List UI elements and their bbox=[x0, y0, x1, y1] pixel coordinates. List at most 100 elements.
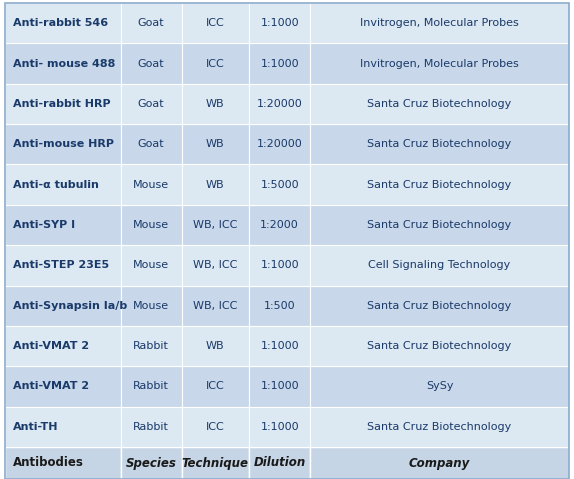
Bar bbox=[181, 245, 249, 285]
Text: Anti-TH: Anti-TH bbox=[13, 422, 59, 432]
Bar bbox=[5, 326, 121, 366]
Bar bbox=[310, 164, 569, 205]
Bar bbox=[5, 84, 121, 124]
Text: ICC: ICC bbox=[206, 381, 225, 391]
Text: Anti-SYP I: Anti-SYP I bbox=[13, 220, 75, 230]
Text: Anti-STEP 23E5: Anti-STEP 23E5 bbox=[13, 261, 109, 270]
Text: ICC: ICC bbox=[206, 18, 225, 28]
Text: 1:1000: 1:1000 bbox=[261, 341, 299, 351]
Text: 1:1000: 1:1000 bbox=[261, 261, 299, 270]
Text: Santa Cruz Biotechnology: Santa Cruz Biotechnology bbox=[367, 180, 511, 190]
Bar bbox=[121, 164, 181, 205]
Bar bbox=[310, 245, 569, 285]
Bar bbox=[121, 447, 181, 479]
Text: WB: WB bbox=[206, 180, 224, 190]
Text: 1:20000: 1:20000 bbox=[257, 139, 302, 149]
Bar bbox=[121, 366, 181, 407]
Bar bbox=[249, 285, 310, 326]
Bar bbox=[181, 84, 249, 124]
Bar bbox=[181, 124, 249, 164]
Text: Invitrogen, Molecular Probes: Invitrogen, Molecular Probes bbox=[360, 58, 519, 68]
Bar bbox=[310, 285, 569, 326]
Bar bbox=[249, 84, 310, 124]
Text: Anti-mouse HRP: Anti-mouse HRP bbox=[13, 139, 114, 149]
Bar bbox=[121, 124, 181, 164]
Text: Species: Species bbox=[126, 456, 177, 469]
Text: ICC: ICC bbox=[206, 422, 225, 432]
Text: 1:500: 1:500 bbox=[264, 301, 296, 311]
Text: Anti- mouse 488: Anti- mouse 488 bbox=[13, 58, 115, 68]
Bar bbox=[249, 124, 310, 164]
Bar bbox=[5, 366, 121, 407]
Text: Anti-Synapsin Ia/b: Anti-Synapsin Ia/b bbox=[13, 301, 127, 311]
Bar bbox=[249, 205, 310, 245]
Bar bbox=[181, 3, 249, 44]
Bar bbox=[121, 3, 181, 44]
Text: Dilution: Dilution bbox=[254, 456, 306, 469]
Text: Santa Cruz Biotechnology: Santa Cruz Biotechnology bbox=[367, 139, 511, 149]
Bar bbox=[5, 285, 121, 326]
Bar bbox=[121, 205, 181, 245]
Bar bbox=[310, 84, 569, 124]
Text: Anti-VMAT 2: Anti-VMAT 2 bbox=[13, 381, 89, 391]
Bar bbox=[249, 164, 310, 205]
Text: Mouse: Mouse bbox=[133, 180, 169, 190]
Text: Goat: Goat bbox=[138, 58, 164, 68]
Bar bbox=[249, 44, 310, 84]
Text: 1:5000: 1:5000 bbox=[261, 180, 299, 190]
Text: 1:2000: 1:2000 bbox=[260, 220, 299, 230]
Text: Invitrogen, Molecular Probes: Invitrogen, Molecular Probes bbox=[360, 18, 519, 28]
Text: WB, ICC: WB, ICC bbox=[193, 220, 238, 230]
Text: 1:1000: 1:1000 bbox=[261, 18, 299, 28]
Text: 1:1000: 1:1000 bbox=[261, 58, 299, 68]
Text: WB: WB bbox=[206, 341, 224, 351]
Text: Mouse: Mouse bbox=[133, 301, 169, 311]
Bar bbox=[181, 285, 249, 326]
Bar bbox=[310, 407, 569, 447]
Bar bbox=[310, 3, 569, 44]
Text: WB: WB bbox=[206, 99, 224, 109]
Text: Santa Cruz Biotechnology: Santa Cruz Biotechnology bbox=[367, 422, 511, 432]
Text: Goat: Goat bbox=[138, 18, 164, 28]
Text: Santa Cruz Biotechnology: Santa Cruz Biotechnology bbox=[367, 301, 511, 311]
Text: 1:1000: 1:1000 bbox=[261, 422, 299, 432]
Bar bbox=[249, 326, 310, 366]
Bar bbox=[121, 326, 181, 366]
Text: 1:20000: 1:20000 bbox=[257, 99, 302, 109]
Bar bbox=[181, 447, 249, 479]
Text: Anti-rabbit 546: Anti-rabbit 546 bbox=[13, 18, 108, 28]
Text: Rabbit: Rabbit bbox=[133, 381, 169, 391]
Text: SySy: SySy bbox=[426, 381, 453, 391]
Bar bbox=[310, 366, 569, 407]
Bar bbox=[310, 326, 569, 366]
Bar bbox=[181, 326, 249, 366]
Bar bbox=[181, 407, 249, 447]
Text: Goat: Goat bbox=[138, 99, 164, 109]
Bar bbox=[5, 164, 121, 205]
Bar bbox=[249, 245, 310, 285]
Bar bbox=[310, 124, 569, 164]
Bar bbox=[5, 245, 121, 285]
Text: Anti-α tubulin: Anti-α tubulin bbox=[13, 180, 99, 190]
Text: Goat: Goat bbox=[138, 139, 164, 149]
Text: WB, ICC: WB, ICC bbox=[193, 301, 238, 311]
Bar bbox=[249, 366, 310, 407]
Text: Technique: Technique bbox=[182, 456, 249, 469]
Bar bbox=[5, 124, 121, 164]
Text: Santa Cruz Biotechnology: Santa Cruz Biotechnology bbox=[367, 220, 511, 230]
Text: Mouse: Mouse bbox=[133, 220, 169, 230]
Bar bbox=[5, 44, 121, 84]
Bar bbox=[5, 447, 121, 479]
Text: Company: Company bbox=[409, 456, 470, 469]
Text: WB, ICC: WB, ICC bbox=[193, 261, 238, 270]
Bar bbox=[181, 205, 249, 245]
Bar bbox=[181, 44, 249, 84]
Text: Anti-VMAT 2: Anti-VMAT 2 bbox=[13, 341, 89, 351]
Text: Rabbit: Rabbit bbox=[133, 422, 169, 432]
Text: Antibodies: Antibodies bbox=[13, 456, 84, 469]
Text: WB: WB bbox=[206, 139, 224, 149]
Bar bbox=[310, 447, 569, 479]
Bar bbox=[121, 285, 181, 326]
Text: Santa Cruz Biotechnology: Santa Cruz Biotechnology bbox=[367, 341, 511, 351]
Bar bbox=[121, 245, 181, 285]
